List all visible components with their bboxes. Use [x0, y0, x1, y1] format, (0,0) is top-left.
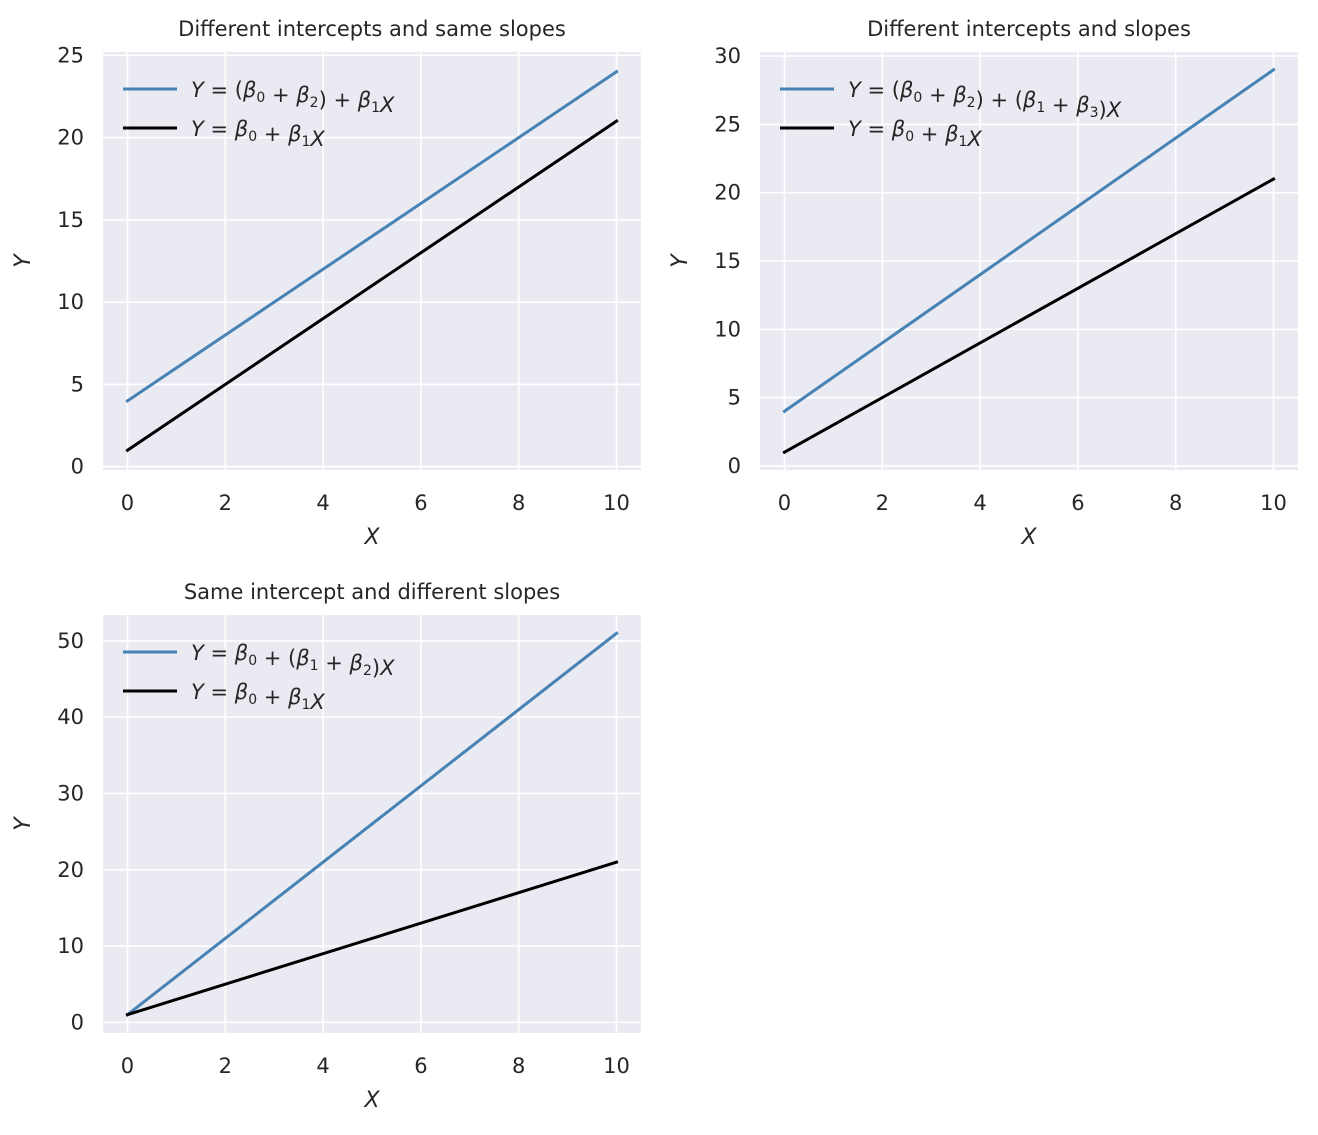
y-tick-label: 5	[71, 372, 84, 396]
x-tick-label: 6	[1071, 491, 1084, 515]
x-tick-label: 10	[603, 1054, 630, 1078]
series-line-1	[125, 631, 619, 1017]
y-tick-label: 30	[714, 44, 741, 68]
subplot-1: 0 2 4 6 8 10 0 5 10 15 20 25 Different intercepts an…	[11, 17, 641, 550]
x-tick-label: 6	[414, 1054, 427, 1078]
plot-area	[103, 52, 641, 470]
x-tick-label: 10	[603, 491, 630, 515]
y-tick-label: 10	[57, 934, 84, 958]
y-tick-label: 30	[57, 781, 84, 805]
y-axis-label: Y	[11, 253, 36, 268]
x-axis-label: X	[1020, 525, 1037, 550]
x-tick-label: 0	[121, 1054, 134, 1078]
y-tick-label: 10	[57, 290, 84, 314]
x-tick-label: 4	[316, 1054, 329, 1078]
x-tick-label: 0	[121, 491, 134, 515]
x-tick-label: 2	[219, 491, 232, 515]
series-line-2	[125, 119, 619, 453]
legend-label: Y = (β0 + β2) + β1X	[191, 78, 395, 117]
y-axis-label: Y	[11, 816, 36, 831]
x-axis-label: X	[363, 1088, 380, 1113]
x-tick-label: 10	[1260, 491, 1287, 515]
y-tick-label: 40	[57, 705, 84, 729]
y-axis-label: Y	[668, 253, 693, 268]
legend: Y = (β0 + β2) + (β1 + β3)XY = β0 + β1X	[780, 78, 1122, 151]
y-tick-label: 0	[71, 1010, 84, 1034]
x-tick-label: 4	[316, 491, 329, 515]
x-tick-label: 8	[512, 1054, 525, 1078]
x-tick-label: 8	[1169, 491, 1182, 515]
y-tick-label: 15	[714, 249, 741, 273]
subplot-2: 0 2 4 6 8 10 0 5 10 15 20 25 30 Different intercepts …	[668, 17, 1298, 550]
legend: Y = β0 + (β1 + β2)XY = β0 + β1X	[123, 641, 395, 714]
y-tick-label: 25	[57, 43, 84, 67]
chart-title: Same intercept and different slopes	[184, 580, 560, 604]
y-tick-label: 20	[57, 858, 84, 882]
chart-title: Different intercepts and same slopes	[178, 17, 566, 41]
y-tick-label: 15	[57, 208, 84, 232]
y-tick-label: 0	[728, 454, 741, 478]
x-tick-label: 2	[876, 491, 889, 515]
series-line-2	[125, 860, 619, 1017]
y-tick-label: 5	[728, 386, 741, 410]
legend-label: Y = (β0 + β2) + (β1 + β3)X	[848, 78, 1122, 122]
y-tick-label: 20	[714, 181, 741, 205]
y-tick-label: 10	[714, 317, 741, 341]
legend-label: Y = β0 + β1X	[191, 680, 325, 714]
x-tick-label: 4	[973, 491, 986, 515]
series-line-1	[782, 67, 1276, 414]
series-line-2	[782, 176, 1276, 455]
y-tick-label: 0	[71, 455, 84, 479]
subplot-3: 0 2 4 6 8 10 0 10 20 30 40 50 Same intercept and dif…	[11, 580, 641, 1113]
x-tick-label: 6	[414, 491, 427, 515]
series-line-1	[125, 69, 619, 403]
legend-label: Y = β0 + (β1 + β2)X	[191, 641, 395, 680]
chart-title: Different intercepts and slopes	[867, 17, 1191, 41]
x-tick-label: 8	[512, 491, 525, 515]
y-tick-label: 50	[57, 629, 84, 653]
x-tick-label: 2	[219, 1054, 232, 1078]
legend-label: Y = β0 + β1X	[191, 117, 325, 151]
x-tick-label: 0	[778, 491, 791, 515]
y-tick-label: 20	[57, 126, 84, 150]
legend-label: Y = β0 + β1X	[848, 117, 982, 151]
y-tick-label: 25	[714, 112, 741, 136]
x-axis-label: X	[363, 525, 380, 550]
